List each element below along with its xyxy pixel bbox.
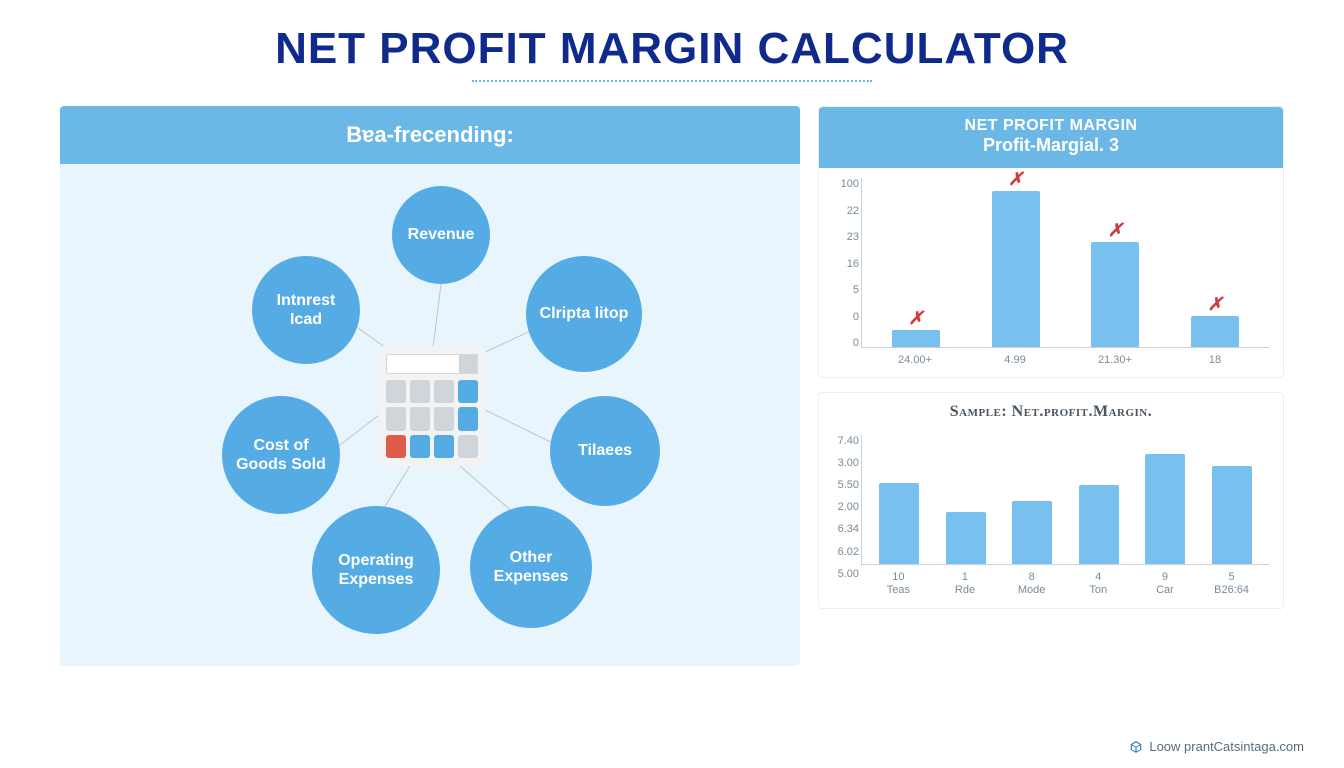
xtick: 9Car <box>1137 571 1193 597</box>
chart1-plot: ✗✗✗✗ <box>861 178 1269 348</box>
input-bubble: Intnrest Icad <box>252 256 360 364</box>
calculator-screen <box>386 354 478 374</box>
bar-annotation: ✗ <box>908 308 923 329</box>
bar-annotation: ✗ <box>1008 169 1023 190</box>
xtick: 4.99 <box>987 354 1043 367</box>
xtick: 1Rde <box>937 571 993 597</box>
ytick: 7.40 <box>838 435 859 447</box>
bar-wrap: ✗ <box>992 191 1040 347</box>
chart2-title: Sample: Net.profit.Margin. <box>819 393 1283 425</box>
input-bubble: Cost ofGoods Sold <box>222 396 340 514</box>
bar <box>1212 466 1252 564</box>
bar-wrap: ✗ <box>1091 242 1139 347</box>
ytick: 0 <box>853 311 859 323</box>
bar-wrap <box>1212 466 1252 564</box>
xtick: 18 <box>1187 354 1243 367</box>
bar <box>946 512 986 565</box>
bar-wrap <box>946 512 986 565</box>
ytick: 16 <box>847 258 859 270</box>
chart1-title-1: NET PROFIT MARGIN <box>819 117 1283 135</box>
footer: Loow prantCatsintaga.com <box>1129 739 1304 754</box>
bar-wrap: ✗ <box>892 330 940 347</box>
ytick: 100 <box>841 178 859 190</box>
xtick: 8Mode <box>1004 571 1060 597</box>
ytick: 23 <box>847 231 859 243</box>
calc-key <box>386 380 406 403</box>
chart1-area: 100222316500 ✗✗✗✗ 24.00+4.9921.30+18 <box>819 168 1283 377</box>
connector-line <box>478 406 560 447</box>
bar <box>1091 242 1139 347</box>
calc-key <box>410 435 430 458</box>
ytick: 3.00 <box>838 457 859 469</box>
chart2-plot <box>861 435 1269 565</box>
right-column: NET PROFIT MARGIN Profit-Margial. 3 100 2… <box>818 106 1284 666</box>
chart2-area: 7.40 3.00 5.50 2.00 6.34 6.02 5.00 10Teas 1Rde 8… <box>819 425 1283 607</box>
ytick: 0 <box>853 337 859 349</box>
ytick: 22 <box>847 205 859 217</box>
input-bubble: Tilaees <box>550 396 660 506</box>
xtick: 4Ton <box>1070 571 1126 597</box>
main-layout: Bɐa-frecending: Revenue Intnrest Icad Clri… <box>0 82 1344 666</box>
chart1-panel: NET PROFIT MARGIN Profit-Margial. 3 100 2… <box>818 106 1284 378</box>
calc-key <box>410 380 430 403</box>
ytick: 5 <box>853 284 859 296</box>
chart2-bars <box>862 435 1269 564</box>
inputs-panel: Bɐa-frecending: Revenue Intnrest Icad Clri… <box>60 106 800 666</box>
bar-wrap <box>879 483 919 564</box>
xtick: 5B26:64 <box>1204 571 1260 597</box>
xtick: 10Teas <box>870 571 926 597</box>
chart2-yaxis: 7.40 3.00 5.50 2.00 6.34 6.02 5.00 <box>825 435 859 579</box>
ytick: 6.34 <box>838 523 859 535</box>
input-bubble: OtherExpenses <box>470 506 592 628</box>
calc-key <box>434 407 454 430</box>
calc-key <box>458 380 478 403</box>
bar <box>879 483 919 564</box>
calc-key <box>458 407 478 430</box>
calc-key <box>386 435 406 458</box>
chart1-xaxis: 24.00+ 4.99 21.30+ 18 <box>861 348 1269 367</box>
bar-wrap: ✗ <box>1191 316 1239 347</box>
input-bubble: Clripta litop <box>526 256 642 372</box>
chart1-yaxis: 100 22 23 16 5 0 0 <box>825 178 859 349</box>
input-bubble: Revenue <box>392 186 490 284</box>
calculator-keys <box>386 380 478 458</box>
chart2-panel: Sample: Net.profit.Margin. 7.40 3.00 5.50 2… <box>818 392 1284 608</box>
ytick: 5.00 <box>838 568 859 580</box>
bar <box>892 330 940 347</box>
bar-annotation: ✗ <box>1208 294 1223 315</box>
bar <box>1079 485 1119 564</box>
bar-wrap <box>1145 454 1185 565</box>
bar <box>1012 501 1052 564</box>
calc-key <box>458 435 478 458</box>
ytick: 5.50 <box>838 479 859 491</box>
ytick: 6.02 <box>838 546 859 558</box>
bar <box>992 191 1040 347</box>
inputs-panel-header: Bɐa-frecending: <box>60 106 800 164</box>
calc-key <box>434 435 454 458</box>
bar-wrap <box>1012 501 1052 564</box>
chart1-title-2: Profit-Margial. 3 <box>819 135 1283 156</box>
xtick: 21.30+ <box>1087 354 1143 367</box>
chart2-xaxis: 10Teas 1Rde 8Mode 4Ton 9Car 5B26:64 <box>861 565 1269 597</box>
calculator-icon <box>378 346 486 466</box>
calc-key <box>410 407 430 430</box>
chart1-bars: ✗✗✗✗ <box>862 178 1269 347</box>
chart1-header: NET PROFIT MARGIN Profit-Margial. 3 <box>819 107 1283 168</box>
calc-key <box>386 407 406 430</box>
xtick: 24.00+ <box>887 354 943 367</box>
input-bubble: OperatingExpenses <box>312 506 440 634</box>
calc-key <box>434 380 454 403</box>
page-title: NET PROFIT MARGIN CALCULATOR <box>0 0 1344 74</box>
bar <box>1145 454 1185 565</box>
cube-icon <box>1129 740 1143 754</box>
bar <box>1191 316 1239 347</box>
bar-wrap <box>1079 485 1119 564</box>
bar-annotation: ✗ <box>1108 220 1123 241</box>
footer-text: Loow prantCatsintaga.com <box>1149 739 1304 754</box>
ytick: 2.00 <box>838 501 859 513</box>
